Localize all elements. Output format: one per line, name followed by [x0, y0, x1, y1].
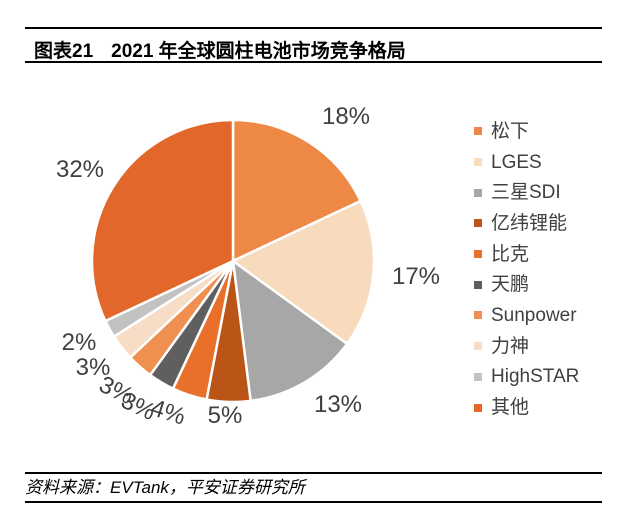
legend-item-3: 亿纬锂能: [474, 208, 579, 239]
source-note: 资料来源：EVTank，平安证券研究所: [25, 478, 305, 497]
legend-label: Sunpower: [491, 304, 577, 326]
data-label-7: 3%: [75, 354, 111, 381]
legend-swatch-icon: [474, 127, 482, 136]
legend-item-9: 其他: [474, 392, 579, 423]
legend-swatch-icon: [474, 372, 482, 381]
legend-swatch-icon: [474, 403, 482, 412]
header-rule-bottom: [25, 61, 602, 63]
legend-label: 松下: [491, 120, 530, 142]
data-label-8: 2%: [61, 329, 97, 356]
pie-slice-0: [231, 118, 362, 263]
legend-item-0: 松下: [474, 116, 579, 147]
data-label-3: 5%: [207, 402, 243, 429]
data-label-1: 17%: [391, 263, 441, 290]
pie-slice-2: [231, 259, 349, 403]
legend-swatch-icon: [474, 158, 482, 167]
legend-swatch-icon: [474, 311, 482, 320]
legend-item-8: HighSTAR: [474, 362, 579, 393]
legend-item-5: 天鹏: [474, 269, 579, 300]
legend-label: HighSTAR: [491, 366, 580, 388]
legend-label: LGES: [491, 151, 542, 173]
figure-tag: 图表21: [34, 41, 94, 62]
data-label-0: 18%: [321, 103, 371, 130]
legend-swatch-icon: [474, 250, 482, 259]
header-rule-top: [25, 27, 602, 29]
legend-item-6: Sunpower: [474, 300, 579, 331]
legend: 松下 LGES 三星SDI 亿纬锂能比克天鹏 Sunpower 力神 HighSTAR 其他: [474, 116, 579, 423]
legend-item-1: LGES: [474, 147, 579, 178]
legend-item-2: 三星SDI: [474, 177, 579, 208]
legend-swatch-icon: [474, 219, 482, 228]
figure-header: 图表21 2021 年全球圆柱电池市场竞争格局: [34, 36, 406, 63]
pie-slice-1: [231, 199, 376, 346]
legend-item-4: 比克: [474, 239, 579, 270]
legend-swatch-icon: [474, 188, 482, 197]
figure-title: 2021 年全球圆柱电池市场竞争格局: [111, 41, 406, 62]
legend-label: 比克: [491, 243, 530, 265]
legend-label: 力神: [491, 335, 530, 357]
footer-rule-bottom: [25, 501, 602, 503]
pie-slice-9: [90, 118, 235, 323]
legend-item-7: 力神: [474, 331, 579, 362]
legend-swatch-icon: [474, 280, 482, 289]
legend-label: 其他: [491, 397, 530, 419]
legend-label: 天鹏: [491, 274, 530, 296]
footer-rule-top: [25, 472, 602, 474]
legend-label: 亿纬锂能: [491, 212, 568, 234]
legend-swatch-icon: [474, 342, 482, 351]
data-label-9: 32%: [55, 156, 105, 183]
legend-label: 三星SDI: [491, 182, 561, 204]
data-label-2: 13%: [313, 391, 363, 418]
